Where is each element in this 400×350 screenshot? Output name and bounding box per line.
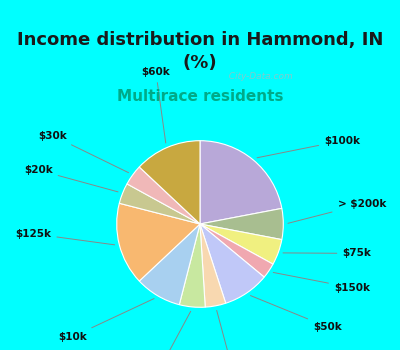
Wedge shape	[179, 224, 205, 307]
Text: $200k: $200k	[216, 310, 252, 350]
Text: $125k: $125k	[16, 229, 115, 245]
Wedge shape	[117, 203, 200, 281]
Wedge shape	[139, 141, 200, 224]
Wedge shape	[127, 167, 200, 224]
Text: $30k: $30k	[39, 131, 128, 173]
Text: $75k: $75k	[283, 248, 371, 258]
Text: > $200k: > $200k	[288, 199, 386, 223]
Wedge shape	[200, 224, 264, 303]
Wedge shape	[200, 141, 282, 224]
Text: $10k: $10k	[58, 299, 154, 342]
Wedge shape	[200, 208, 283, 240]
Text: City-Data.com: City-Data.com	[223, 72, 293, 81]
Wedge shape	[200, 224, 226, 307]
Text: $50k: $50k	[250, 295, 342, 332]
Wedge shape	[139, 224, 200, 305]
Text: $100k: $100k	[257, 136, 360, 158]
Wedge shape	[200, 224, 282, 264]
Wedge shape	[200, 224, 273, 277]
Text: Income distribution in Hammond, IN
(%): Income distribution in Hammond, IN (%)	[17, 32, 383, 72]
Text: $150k: $150k	[273, 272, 370, 293]
Text: $60k: $60k	[142, 67, 170, 143]
Wedge shape	[119, 184, 200, 224]
Text: Multirace residents: Multirace residents	[117, 89, 283, 104]
Text: $40k: $40k	[142, 312, 191, 350]
Text: $20k: $20k	[24, 165, 118, 192]
